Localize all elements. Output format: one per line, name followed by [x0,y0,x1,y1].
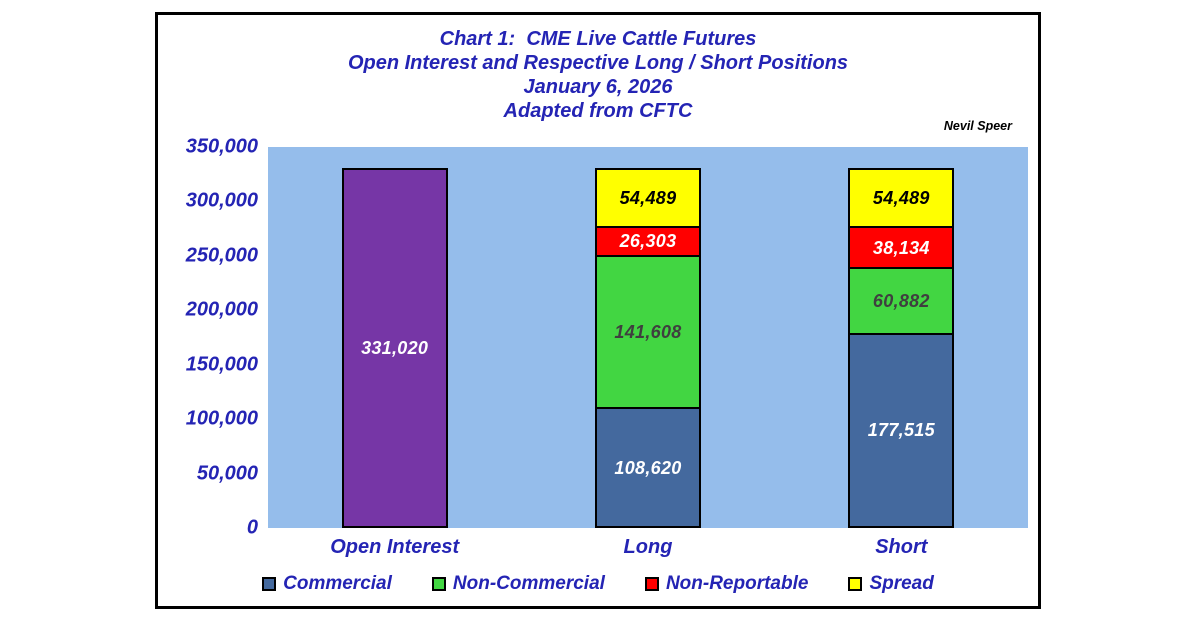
x-axis: Open Interest Long Short [268,536,1028,559]
segment-value-label: 38,134 [872,237,930,258]
legend-swatch-commercial [262,577,277,591]
legend-label: Commercial [283,573,392,594]
segment-commercial: 177,515 [850,334,953,526]
segment-value-label: 26,303 [619,231,677,252]
y-tick-label: 150,000 [185,353,258,376]
legend-swatch-non-commercial [431,577,446,591]
segment-open-interest: 331,020 [343,169,446,526]
segment-value-label: 54,489 [872,187,930,208]
plot-area: 331,020 54,489 26,303 141,608 108,620 54,489 3… [268,147,1028,528]
chart-title: Chart 1: CME Live Cattle Futures Open In… [158,27,1038,123]
segment-commercial: 108,620 [597,409,699,526]
legend-item-non-commercial: Non-Commercial [431,573,605,595]
y-tick-label: 250,000 [185,244,258,267]
title-line-2: Open Interest and Respective Long / Shor… [347,52,849,74]
segment-value-label: 54,489 [619,187,677,208]
y-tick-label: 50,000 [196,462,258,485]
y-tick-label: 300,000 [185,189,258,212]
segment-spread: 54,489 [850,169,953,229]
y-tick-label: 200,000 [185,298,258,321]
legend-label: Spread [869,573,934,594]
legend-item-commercial: Commercial [262,573,392,595]
segment-value-label: 141,608 [614,321,682,342]
legend-label: Non-Reportable [665,573,809,594]
legend-swatch-non-reportable [644,577,659,591]
segment-non-reportable: 38,134 [850,228,953,270]
segment-non-commercial: 60,882 [850,269,953,335]
segment-value-label: 177,515 [867,420,935,441]
chart-frame: Chart 1: CME Live Cattle Futures Open In… [155,12,1041,609]
y-tick-label: 100,000 [185,407,258,430]
y-tick-label: 0 [246,516,258,539]
attribution-text: Nevil Speer [943,119,1012,133]
category-label-short: Short [875,536,928,558]
legend-label: Non-Commercial [452,573,605,594]
legend: Commercial Non-Commercial Non-Reportable… [158,573,1038,595]
title-line-3: January 6, 2026 [523,76,673,98]
category-label-long: Long [623,536,673,558]
y-axis: 350,000 300,000 250,000 200,000 150,000 … [158,136,258,539]
legend-swatch-spread [848,577,863,591]
bar-short: 54,489 38,134 60,882 177,515 [848,167,955,528]
segment-non-commercial: 141,608 [597,256,699,410]
legend-item-spread: Spread [848,573,934,595]
category-label-open-interest: Open Interest [330,536,460,558]
segment-value-label: 331,020 [361,337,429,358]
segment-non-reportable: 26,303 [597,228,699,257]
bar-long: 54,489 26,303 141,608 108,620 [595,167,701,528]
title-line-4: Adapted from CFTC [503,100,693,122]
y-tick-label: 350,000 [185,135,258,158]
segment-value-label: 108,620 [614,457,682,478]
segment-value-label: 60,882 [872,291,930,312]
title-line-1: Chart 1: CME Live Cattle Futures [439,28,757,50]
segment-spread: 54,489 [597,169,699,229]
bar-open-interest: 331,020 [341,167,448,528]
legend-item-non-reportable: Non-Reportable [644,573,809,595]
